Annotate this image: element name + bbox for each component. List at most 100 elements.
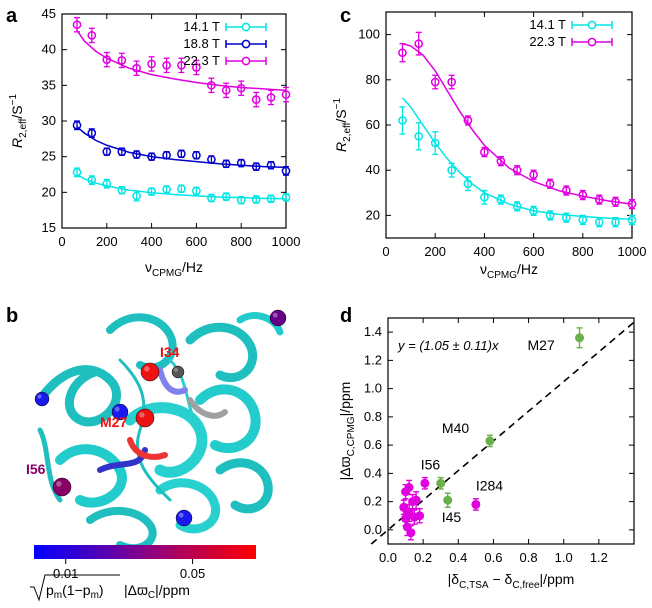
c-legend-label: 14.1 T [529,17,566,32]
svg-text:pm(1−pm): pm(1−pm) [46,582,104,601]
c-xlabel-main: ν [480,261,487,277]
c-xtick-label: 600 [523,244,545,259]
a-data-point [72,20,82,30]
d-ytick-label: 1.0 [364,381,382,396]
sphere-residue-c [175,509,193,527]
a-data-point [102,179,112,189]
a-data-point [102,55,112,65]
c-legend-label: 22.3 T [529,34,566,49]
a-ylabel-main: R [9,138,25,148]
a-data-point [117,56,127,65]
a-data-point [87,175,97,185]
a-data-point [162,185,171,194]
d-ytick-label: 1.4 [364,324,382,339]
a-data-point [162,61,171,70]
label-M27: M27 [100,414,127,430]
d-xlabel-sub2: C,free [512,580,540,591]
a-data-point [117,185,127,195]
c-data-point [627,215,637,225]
c-data-point [414,131,424,141]
a-legend-marker [241,39,251,49]
a-legend-marker [241,56,251,66]
a-data-point [266,194,276,204]
a-ytick-label: 35 [42,77,56,92]
a-data-point [72,120,82,130]
cbar-label-end: ) [99,582,104,598]
c-xlabel-unit: /Hz [517,261,538,277]
c-data-point [463,116,473,125]
d-ytick-label: 0.4 [364,465,382,480]
label-I34: I34 [160,344,180,360]
a-data-point [281,192,291,202]
panel-d-ylabel: |ΔϖC,CPMG|/ppm [337,382,357,481]
c-data-point [611,197,620,207]
sphere-residue-d [269,309,287,327]
d-point-label: I56 [421,456,441,472]
a-ytick-label: 15 [42,220,56,235]
colorbar-tick-label: 0.05 [180,566,205,581]
c-data-point [578,190,588,200]
c-data-point [545,179,555,189]
c-data-point [627,199,637,209]
a-data-point [177,149,186,159]
d-xtick-label: 1.0 [555,550,573,565]
panel-c-ylabel: R2,eff/S−1 [332,98,353,152]
d-xtick-label: 1.2 [590,550,608,565]
d-xtick-label: 0.8 [520,550,538,565]
d-data-point [436,478,446,488]
a-data-point [132,63,141,73]
sphere-highlight [139,412,145,418]
panel-label-a: a [6,5,18,27]
a-data-point [221,192,231,201]
d-point-label: M27 [528,337,555,353]
svg-text:|ΔϖC|/ppm: |ΔϖC|/ppm [124,582,190,601]
a-xtick-label: 400 [141,234,163,249]
a-data-point [132,150,141,159]
c-data-point [496,195,506,204]
a-xtick-label: 1000 [272,234,301,249]
label-I56: I56 [26,461,46,477]
c-data-point [611,217,620,227]
d-ylabel-end: |/ppm [337,382,353,417]
d-ytick-label: 1.2 [364,352,382,367]
c-ylabel-sup: −1 [332,98,343,110]
a-data-point [207,155,216,164]
d-ytick-label: 0.6 [364,437,382,452]
cbar-label-abs-sub: C [148,590,155,601]
a-data-point [251,162,261,172]
d-xlabel-end: |/ppm [540,571,575,587]
panel-a-chart: 0 200 400 600 800 1000 15 20 25 30 35 40 45 14.1 T 18… [8,6,300,279]
d-xtick-label: 0.0 [379,550,397,565]
sphere-highlight [272,312,278,318]
cbar-label-sub2: m [91,590,99,601]
a-ytick-label: 45 [42,6,56,21]
c-data-point [561,213,571,223]
a-ylabel-unit: /S [9,105,25,118]
a-xtick-label: 800 [230,234,252,249]
a-ytick-label: 20 [42,184,56,199]
d-ylabel-sub: C,CPMG [346,416,357,456]
a-data-point [221,85,231,95]
a-data-point [281,90,291,99]
a-data-point [192,63,201,72]
a-data-point [251,95,261,104]
a-data-point [147,187,156,196]
d-point-label: I284 [476,477,503,493]
panel-label-b: b [6,305,18,327]
a-data-point [117,147,127,157]
panel-label-d: d [340,305,352,327]
panel-a-xlabel: νCPMG/Hz [145,259,203,279]
c-data-point [545,211,555,220]
colorbar [34,545,256,559]
a-xtick-label: 600 [186,234,208,249]
sphere-highlight [37,394,42,399]
a-ytick-label: 40 [42,42,56,57]
a-data-point [87,128,97,138]
panel-d-xlabel: |δC,TSA − δC,free|/ppm [448,571,575,591]
c-data-point [480,147,489,157]
d-data-point [399,502,409,512]
sphere-highlight [174,368,178,372]
c-ytick-label: 40 [366,162,380,177]
a-fit-line [76,173,287,200]
c-data-point [463,179,473,189]
